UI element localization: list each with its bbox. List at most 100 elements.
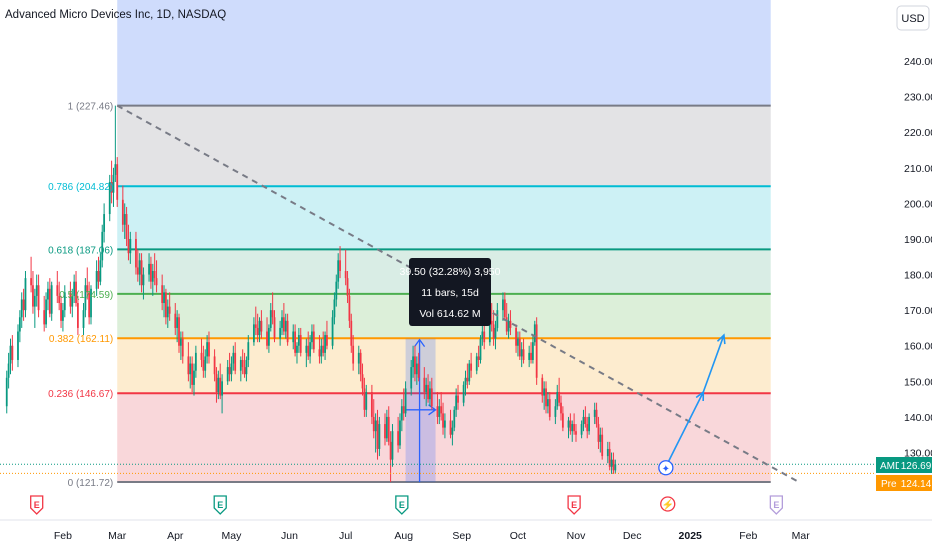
pre-price-symbol: Pre [881,479,897,490]
time-tick-label: Sep [452,530,471,542]
candle [494,320,497,350]
earnings-event-marker[interactable]: E [30,495,44,515]
candle-body [535,324,538,378]
projection-segment[interactable] [665,391,705,468]
candle [561,406,564,432]
split-event-marker[interactable]: ⚡ [660,496,676,512]
candle-body [86,285,89,293]
candle [586,416,589,439]
candle [333,292,336,325]
candle-body [599,434,602,442]
fib-labels-layer: 1 (227.46) 0.786 (204.82) 0.618 (187.06) 0.… [48,102,113,489]
candle-body [385,416,388,439]
candle [481,324,484,346]
earnings-event-marker[interactable]: E [213,495,227,515]
candle-body [95,271,98,289]
time-tick-label: Mar [108,530,127,542]
candle-body [545,388,547,407]
time-tick-label: Oct [510,530,526,542]
time-tick-label: Apr [167,530,184,542]
candle-body [438,406,441,417]
candle [127,224,130,261]
candle [372,399,375,439]
candle-body [181,338,184,357]
candle-body [47,288,49,300]
candle [376,409,379,460]
candle [312,324,315,353]
currency-button[interactable] [896,5,930,31]
price-axis[interactable]: USD 130.00 140.00 150.00 160.00 170.00 180.00… [875,0,932,520]
candle-body [166,306,169,318]
candle [294,324,297,357]
candle [136,249,139,282]
candle [110,160,113,204]
candle-body [176,317,179,328]
time-axis[interactable]: Feb Mar Apr May Jun Jul Aug Sep Oct Nov Dec 2025 Feb… [0,519,932,542]
projection-segment[interactable] [702,334,725,393]
candle-body [580,424,583,435]
candle-body [442,413,444,428]
earnings-icon: E [773,500,779,510]
candle [189,356,192,389]
earnings-event-marker[interactable]: E [395,495,409,515]
candle-body [372,416,375,432]
projection-anchor[interactable] [658,460,674,476]
candle-body [567,420,570,428]
candle [344,249,347,286]
candle [129,231,132,264]
candle [286,313,289,346]
symbol-title[interactable]: Advanced Micro Devices Inc, 1D, NASDAQ [5,9,226,21]
candle-body [22,299,25,311]
candle-body [481,331,484,339]
last-price-symbol: AMD [880,461,902,472]
candle-body [337,260,340,282]
candle-body [168,306,171,314]
projection-layer[interactable]: ✦ [658,333,726,476]
candle-body [112,174,115,193]
candle-body [234,352,237,371]
earnings-event-marker[interactable]: E [769,495,783,515]
candle [541,374,544,403]
candle [311,324,313,350]
earnings-icon: E [399,500,405,510]
candle [243,352,246,378]
time-tick-label: Jun [281,530,298,542]
measure-line-1: 39.50 (32.28%) 3,950 [400,266,501,278]
candle-body [610,459,613,467]
candle [103,203,106,243]
candle [348,288,351,328]
candle [571,420,574,442]
candle [593,402,596,425]
earnings-event-marker[interactable]: E [567,495,581,515]
candle [464,370,467,396]
candle-body [108,182,111,215]
candle-body [267,327,270,346]
candle [230,356,233,382]
candle-body [60,303,62,321]
candle-body [11,345,14,360]
candle [399,413,401,449]
candle [507,313,510,339]
candle [339,246,341,279]
candle [580,420,583,439]
candle [440,392,443,421]
candle [9,338,12,375]
candle-body [148,263,150,275]
candle-body [517,338,519,346]
candle-body [151,271,154,282]
candle-body [179,338,182,346]
candle [148,253,150,282]
candle [402,388,405,421]
candle-body [324,335,326,353]
candle-body [378,424,381,449]
candle [56,271,59,304]
candle-body [178,317,180,346]
candle-body [571,424,574,432]
earnings-icon: E [571,500,577,510]
candle-body [221,381,223,396]
candle [391,424,394,467]
candle-body [71,295,74,307]
events-layer[interactable]: E E E E ⚡ E [30,495,783,515]
candle [279,320,282,346]
